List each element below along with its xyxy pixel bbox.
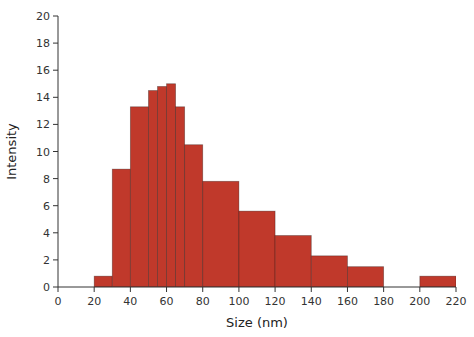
y-tick-label: 10	[36, 146, 50, 159]
x-tick	[311, 287, 312, 292]
y-tick-label: 20	[36, 10, 50, 23]
y-tick	[53, 287, 58, 288]
bar	[203, 181, 239, 287]
x-tick-label: 200	[409, 295, 430, 308]
bar	[112, 169, 130, 287]
bar	[148, 91, 157, 287]
bar	[420, 276, 456, 287]
y-tick	[53, 97, 58, 98]
x-tick	[383, 287, 384, 292]
x-tick-label: 160	[337, 295, 358, 308]
x-tick-label: 140	[301, 295, 322, 308]
y-axis-label: Intensity	[4, 123, 19, 180]
y-tick-label: 8	[43, 173, 50, 186]
y-tick	[53, 43, 58, 44]
y-tick-label: 12	[36, 118, 50, 131]
y-tick-label: 18	[36, 37, 50, 50]
x-tick-label: 60	[160, 295, 174, 308]
y-tick	[53, 178, 58, 179]
bar	[311, 256, 347, 287]
x-tick-label: 20	[87, 295, 101, 308]
x-tick	[238, 287, 239, 292]
x-tick	[130, 287, 131, 292]
y-tick-label: 0	[43, 281, 50, 294]
y-tick	[53, 205, 58, 206]
x-axis-line	[58, 287, 456, 288]
y-tick-label: 4	[43, 227, 50, 240]
bar	[239, 211, 275, 287]
y-tick-label: 2	[43, 254, 50, 267]
bar	[158, 86, 167, 287]
chart: 0 20 40 60 80 100 120 140 160 180 200 220 0 2 4 6 8 10 12 1…	[0, 0, 474, 337]
y-tick	[53, 151, 58, 152]
bar	[185, 145, 203, 287]
y-tick-label: 16	[36, 64, 50, 77]
x-tick-label: 40	[123, 295, 137, 308]
x-tick	[58, 287, 59, 292]
bar	[275, 236, 311, 287]
y-tick-label: 14	[36, 91, 50, 104]
bar	[347, 267, 383, 287]
x-axis-label: Size (nm)	[226, 315, 288, 330]
y-tick	[53, 70, 58, 71]
bars	[94, 84, 456, 287]
x-tick-label: 80	[196, 295, 210, 308]
y-tick	[53, 124, 58, 125]
x-tick-label: 220	[446, 295, 467, 308]
axes: 0 20 40 60 80 100 120 140 160 180 200 220 0 2 4 6 8 10 12 1…	[36, 10, 467, 308]
x-tick-label: 0	[55, 295, 62, 308]
bar	[130, 107, 148, 287]
x-tick	[94, 287, 95, 292]
y-tick	[53, 232, 58, 233]
x-tick	[202, 287, 203, 292]
x-tick-label: 100	[228, 295, 249, 308]
x-tick	[166, 287, 167, 292]
x-tick	[419, 287, 420, 292]
bar	[167, 84, 176, 287]
y-tick	[53, 259, 58, 260]
x-tick	[275, 287, 276, 292]
y-tick-label: 6	[43, 200, 50, 213]
bar	[94, 276, 112, 287]
y-tick	[53, 16, 58, 17]
x-tick	[456, 287, 457, 292]
x-tick-label: 120	[265, 295, 286, 308]
x-tick	[347, 287, 348, 292]
x-tick-label: 180	[373, 295, 394, 308]
bar	[176, 107, 185, 287]
